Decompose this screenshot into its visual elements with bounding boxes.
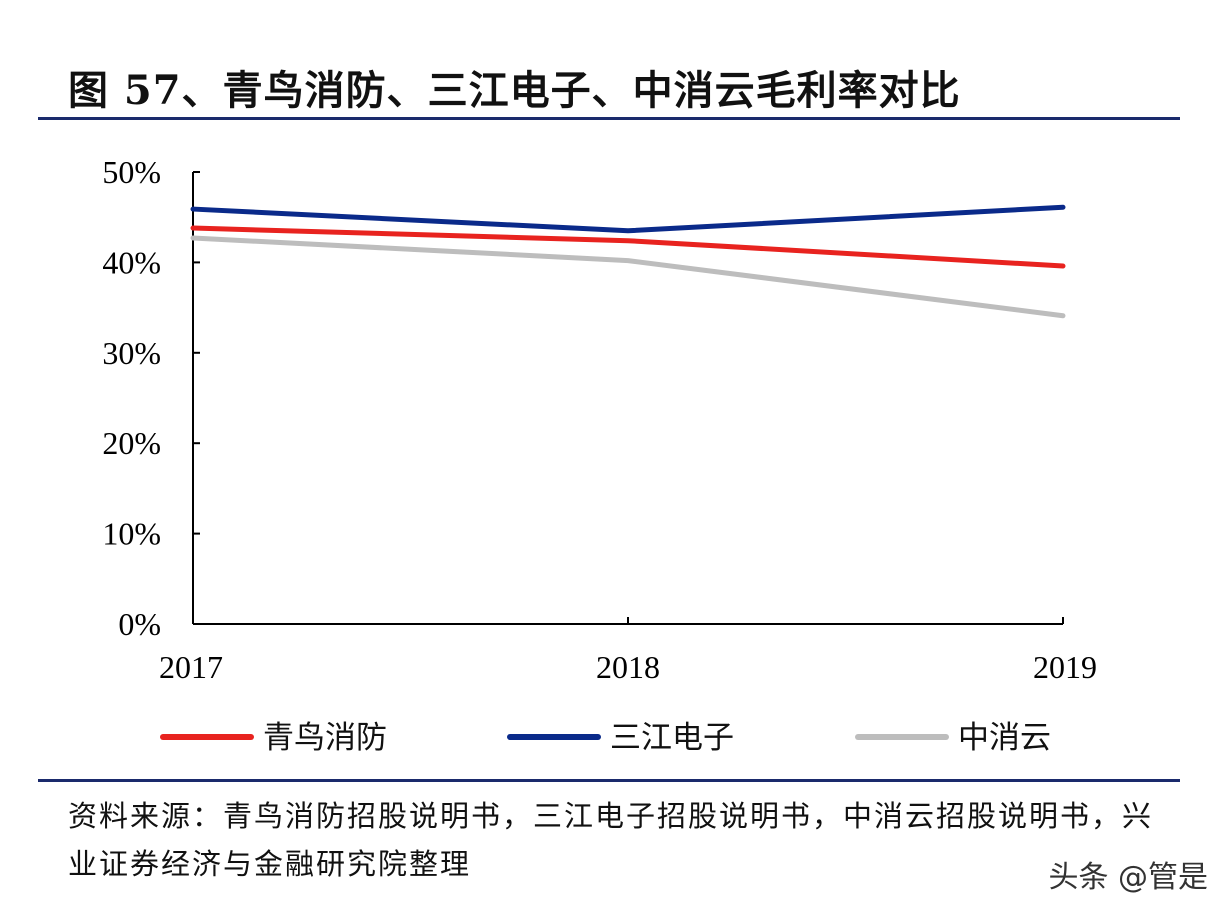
x-tick-label: 2018 [596,649,660,685]
y-tick-label: 20% [102,425,161,461]
legend-label: 青鸟消防 [263,720,387,756]
series-line-1 [190,204,1066,234]
y-tick-label: 10% [102,516,161,552]
title-divider [38,117,1180,120]
series-line-0 [190,225,1066,269]
line-chart: 0% 10% 20% 30% 40% 50% 2017 2018 2019 青鸟消防 三江电子 中消云 [102,154,1097,756]
y-tick-label: 50% [102,154,161,190]
source-note: 资料来源：青鸟消防招股说明书，三江电子招股说明书，中消云招股说明书，兴业证券经济… [68,799,1154,881]
y-tick-label: 40% [102,244,161,280]
y-tick-label: 30% [102,335,161,371]
watermark: 头条 @管是 [1048,860,1208,895]
y-tick-label: 0% [118,606,161,642]
legend-label: 中消云 [958,720,1051,756]
legend-label: 三江电子 [610,720,734,756]
chart-title: 图 57、青鸟消防、三江电子、中消云毛利率对比 [68,67,961,114]
source-divider [38,779,1180,782]
x-tick-label: 2019 [1033,649,1097,685]
series-line-2 [190,235,1066,319]
x-tick-label: 2017 [159,649,223,685]
